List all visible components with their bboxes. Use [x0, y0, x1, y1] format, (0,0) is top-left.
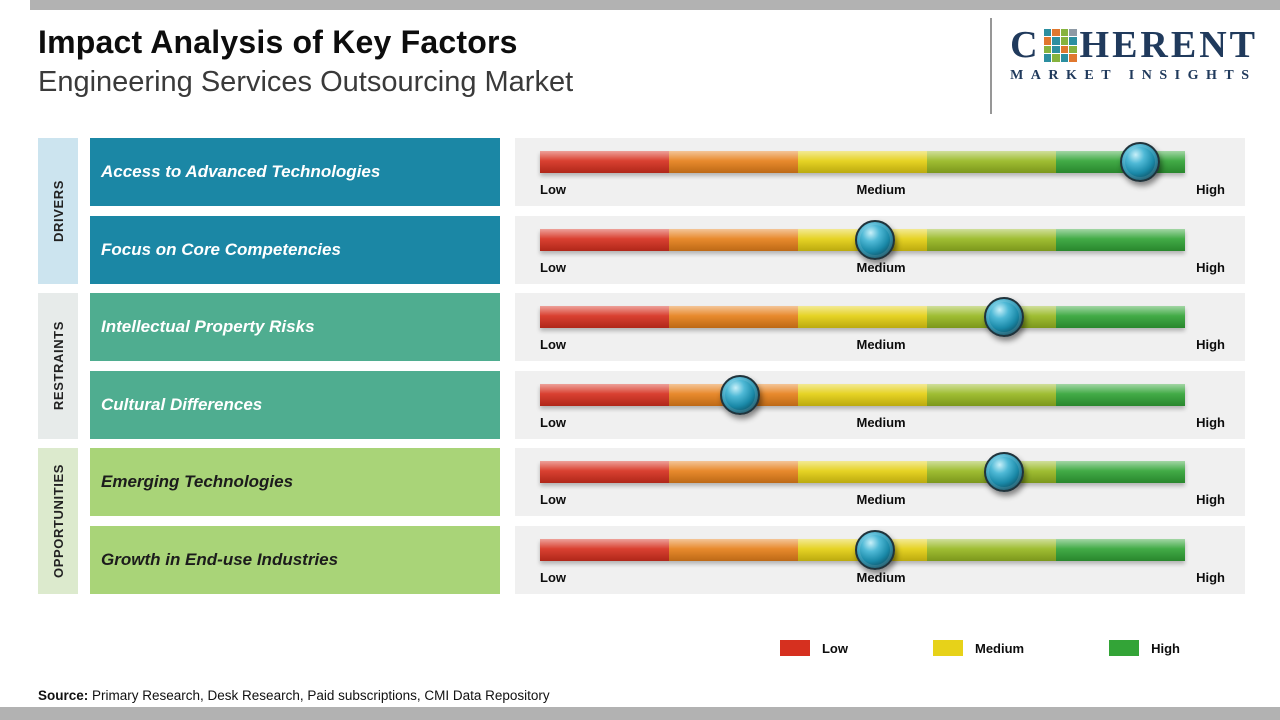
legend-item-low: Low: [779, 640, 848, 656]
legend-swatch-medium: [932, 640, 963, 656]
header: Impact Analysis of Key Factors Engineeri…: [0, 0, 1280, 114]
logo-letter-c: C: [1010, 24, 1041, 66]
legend-label-high: High: [1151, 640, 1180, 656]
scale-labels: Low Medium High: [540, 337, 1225, 352]
factor-box: Focus on Core Competencies: [90, 216, 500, 284]
impact-chart: DRIVERS Access to Advanced Technologies …: [38, 138, 1245, 594]
scale-labels: Low Medium High: [540, 260, 1225, 275]
scale-label-medium: Medium: [856, 260, 906, 275]
impact-scale-bar: [540, 306, 1185, 328]
impact-marker: [984, 452, 1025, 492]
category-label-opportunities: OPPORTUNITIES: [50, 464, 66, 578]
legend-label-low: Low: [821, 640, 848, 656]
source-label: Source:: [38, 688, 89, 703]
scale-labels: Low Medium High: [540, 570, 1225, 585]
logo-letters-herent: HERENT: [1079, 24, 1258, 66]
legend-swatch-high: [1109, 640, 1140, 656]
scale-labels: Low Medium High: [540, 492, 1225, 507]
factor-name: Growth in End-use Industries: [101, 550, 339, 569]
logo-mosaic-o-icon: [1043, 28, 1077, 62]
factor-name: Focus on Core Competencies: [101, 240, 341, 259]
factor-box: Access to Advanced Technologies: [90, 138, 500, 206]
impact-marker: [855, 220, 896, 260]
factor-row-focus-on-core-competencies: Focus on Core Competencies Low Medium Hi…: [90, 216, 1245, 284]
impact-scale-bar: [540, 384, 1185, 406]
scale-label-low: Low: [540, 182, 566, 197]
factor-box: Cultural Differences: [90, 371, 500, 439]
impact-panel: Low Medium High: [515, 293, 1245, 361]
scale-label-medium: Medium: [856, 570, 906, 585]
scale-label-low: Low: [540, 570, 566, 585]
impact-marker: [719, 375, 760, 415]
scale-label-low: Low: [540, 492, 566, 507]
bottom-border-strip: [0, 707, 1280, 720]
page-subtitle: Engineering Services Outsourcing Market: [38, 66, 574, 98]
factor-row-cultural-differences: Cultural Differences Low Medium High: [90, 371, 1245, 439]
group-drivers: DRIVERS Access to Advanced Technologies …: [38, 138, 1245, 284]
group-restraints: RESTRAINTS Intellectual Property Risks L…: [38, 293, 1245, 439]
impact-marker: [855, 530, 896, 570]
legend-item-medium: Medium: [932, 640, 1025, 656]
category-band-drivers: DRIVERS: [38, 138, 78, 284]
legend: Low Medium High: [0, 640, 1180, 656]
factor-box: Intellectual Property Risks: [90, 293, 500, 361]
impact-panel: Low Medium High: [515, 216, 1245, 284]
brand-logo-wordmark: C HERENT: [1010, 26, 1258, 64]
brand-logo: C HERENT MARKET INSIGHTS: [1010, 18, 1258, 114]
impact-scale-bar: [540, 151, 1185, 173]
logo-divider: [990, 18, 993, 114]
legend-swatch-low: [779, 640, 810, 656]
factor-name: Access to Advanced Technologies: [101, 162, 381, 181]
scale-label-low: Low: [540, 415, 566, 430]
logo-block: C HERENT MARKET INSIGHTS: [990, 18, 1258, 114]
scale-label-high: High: [1196, 260, 1225, 275]
factor-name: Intellectual Property Risks: [101, 317, 315, 336]
factor-row-emerging-technologies: Emerging Technologies Low Medium High: [90, 448, 1245, 516]
category-band-opportunities: OPPORTUNITIES: [38, 448, 78, 594]
scale-label-high: High: [1196, 337, 1225, 352]
scale-label-low: Low: [540, 260, 566, 275]
impact-marker: [1119, 142, 1160, 182]
factor-name: Emerging Technologies: [101, 472, 294, 491]
factor-row-intellectual-property-risks: Intellectual Property Risks Low Medium H…: [90, 293, 1245, 361]
scale-label-low: Low: [540, 337, 566, 352]
impact-panel: Low Medium High: [515, 371, 1245, 439]
impact-scale-bar: [540, 461, 1185, 483]
category-label-drivers: DRIVERS: [50, 180, 66, 242]
category-label-restraints: RESTRAINTS: [50, 321, 66, 411]
scale-label-medium: Medium: [856, 182, 906, 197]
scale-label-medium: Medium: [856, 337, 906, 352]
scale-labels: Low Medium High: [540, 182, 1225, 197]
factor-row-access-to-advanced-technologies: Access to Advanced Technologies Low Medi…: [90, 138, 1245, 206]
impact-panel: Low Medium High: [515, 138, 1245, 206]
legend-label-medium: Medium: [974, 640, 1025, 656]
factor-name: Cultural Differences: [101, 395, 263, 414]
impact-panel: Low Medium High: [515, 526, 1245, 594]
impact-marker: [984, 297, 1025, 337]
title-block: Impact Analysis of Key Factors Engineeri…: [38, 24, 990, 99]
scale-label-high: High: [1196, 492, 1225, 507]
factor-box: Growth in End-use Industries: [90, 526, 500, 594]
group-opportunities: OPPORTUNITIES Emerging Technologies Low …: [38, 448, 1245, 594]
source-text: Primary Research, Desk Research, Paid su…: [88, 688, 550, 703]
scale-labels: Low Medium High: [540, 415, 1225, 430]
scale-label-medium: Medium: [856, 492, 906, 507]
impact-panel: Low Medium High: [515, 448, 1245, 516]
scale-label-high: High: [1196, 415, 1225, 430]
scale-label-high: High: [1196, 182, 1225, 197]
page-title: Impact Analysis of Key Factors: [38, 24, 518, 60]
factor-box: Emerging Technologies: [90, 448, 500, 516]
category-band-restraints: RESTRAINTS: [38, 293, 78, 439]
factor-row-growth-in-end-use-industries: Growth in End-use Industries Low Medium …: [90, 526, 1245, 594]
legend-item-high: High: [1109, 640, 1180, 656]
scale-label-medium: Medium: [856, 415, 906, 430]
scale-label-high: High: [1196, 570, 1225, 585]
brand-logo-tagline: MARKET INSIGHTS: [1010, 68, 1257, 83]
top-border-strip: [30, 0, 1280, 10]
source-note: Source: Primary Research, Desk Research,…: [38, 688, 550, 703]
